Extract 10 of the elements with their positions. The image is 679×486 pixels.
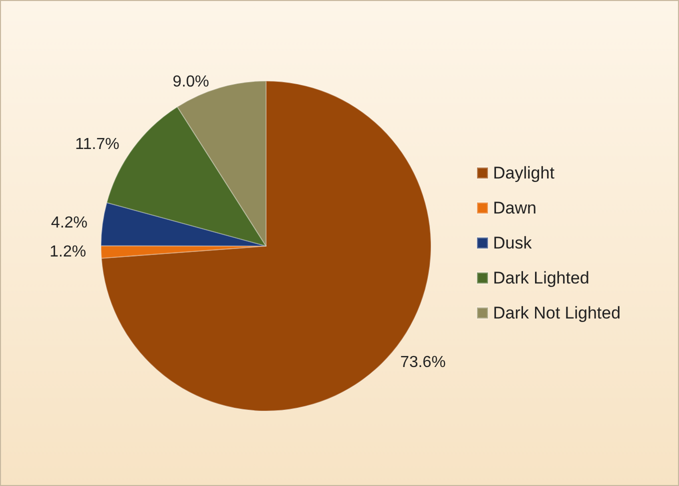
data-label: 11.7%: [75, 136, 120, 154]
legend-label: Dusk: [493, 234, 532, 252]
legend-label: Dawn: [493, 198, 536, 218]
data-label: 1.2%: [50, 244, 86, 261]
legend-label: Daylight: [493, 164, 555, 182]
legend-label: Dark Not Lighted: [493, 304, 621, 322]
data-label: 73.6%: [400, 354, 446, 371]
legend-label: Dark Lighted: [493, 268, 590, 288]
data-label: 9.0%: [172, 73, 210, 90]
data-label: 4.2%: [51, 214, 88, 232]
